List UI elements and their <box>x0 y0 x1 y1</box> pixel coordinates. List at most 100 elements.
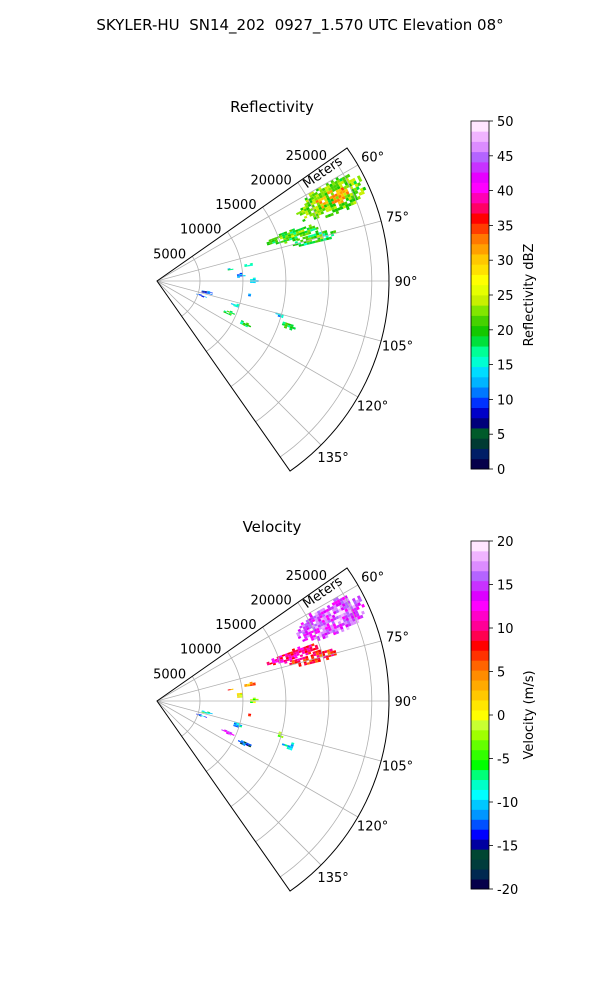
echo-cell <box>232 312 235 315</box>
echo-cell <box>201 290 205 292</box>
echo-cell <box>344 181 349 186</box>
echo-cell <box>303 646 307 650</box>
echo-cell <box>331 614 336 619</box>
echo-cell <box>242 742 246 745</box>
echo-cell <box>204 296 208 298</box>
echo-cell <box>299 654 304 658</box>
echo-cell <box>236 723 240 726</box>
echo-cell <box>332 650 337 654</box>
echo-cell <box>324 650 328 654</box>
echo-cell <box>248 324 252 328</box>
echo-cell <box>324 206 329 211</box>
colorbar-segment <box>471 131 489 142</box>
echo-cell <box>331 200 336 205</box>
echo-cell <box>247 684 251 687</box>
echo-cell <box>353 607 358 612</box>
echo-cell <box>255 698 259 701</box>
echo-cell <box>345 604 350 609</box>
echo-cell <box>301 243 305 247</box>
echo-cell <box>336 185 341 190</box>
colorbar-segment <box>471 650 489 661</box>
echo-cell <box>284 241 288 244</box>
colorbar-segment <box>471 739 489 751</box>
echo-cell <box>309 207 314 212</box>
echo-cell <box>221 729 225 732</box>
echo-cell <box>244 685 248 687</box>
echo-cell <box>334 613 338 617</box>
echo-cell <box>305 204 309 209</box>
echo-cell <box>330 626 335 631</box>
sector-frame <box>156 567 390 892</box>
echo-cell <box>347 607 351 611</box>
echo-cell <box>331 194 336 199</box>
angle-tick-labels: 60° 75° 90° 105° 120° 135° <box>317 151 417 467</box>
colorbar-tick-label: 40 <box>497 185 514 200</box>
echo-cell <box>342 205 347 209</box>
echo-cell <box>291 228 296 232</box>
echo-cell <box>313 653 317 657</box>
echo-cell <box>294 656 298 659</box>
colorbar-segment <box>471 869 489 880</box>
echo-cell <box>314 611 318 616</box>
echo-cell <box>250 279 253 281</box>
echo-cell <box>248 744 252 748</box>
colorbar-segment <box>471 325 489 337</box>
echo-cell <box>325 614 330 619</box>
echo-cell <box>301 629 305 633</box>
echo-cell <box>346 173 351 178</box>
echo-cell <box>285 322 289 325</box>
echo-cell <box>204 712 208 714</box>
echo-cell <box>295 651 300 655</box>
echo-cell <box>329 189 333 194</box>
echo-cell <box>305 652 309 656</box>
echo-cell <box>284 653 288 656</box>
echo-cell <box>319 614 323 619</box>
echo-cell <box>239 724 243 727</box>
echo-cell <box>252 698 256 701</box>
echo-cell <box>332 197 337 201</box>
echo-cell <box>282 235 286 239</box>
echo-cell <box>335 603 340 607</box>
echo-cell <box>315 660 319 663</box>
echo-cell <box>266 243 271 246</box>
echo-cell <box>330 605 335 610</box>
echo-cell <box>311 656 315 660</box>
echo-cell <box>299 232 303 236</box>
echo-cell <box>351 198 356 202</box>
echo-cell <box>252 278 256 281</box>
echo-cell <box>326 604 331 609</box>
echo-cell <box>353 620 357 625</box>
echo-cell <box>237 275 240 277</box>
echo-cell <box>318 634 323 638</box>
echo-cell <box>308 644 312 648</box>
echo-cell <box>244 265 248 267</box>
echo-cell <box>287 652 291 655</box>
echo-cell <box>322 627 326 632</box>
echo-cell <box>310 635 314 639</box>
echo-cell <box>304 650 308 654</box>
echo-cell <box>312 651 316 655</box>
echo-cell <box>242 322 246 325</box>
echo-cell <box>313 235 318 239</box>
angle-tick-label: 60° <box>361 571 384 586</box>
echo-cell <box>294 241 298 244</box>
echo-cell <box>310 616 315 621</box>
echo-cell <box>291 648 296 652</box>
echo-cell <box>362 186 367 191</box>
colorbar-segment <box>471 376 489 388</box>
polar-grid <box>156 567 390 892</box>
colorbar-segment <box>471 284 489 296</box>
echo-cell <box>317 198 322 202</box>
colorbar-segment <box>471 670 489 681</box>
echo-cell <box>228 733 232 736</box>
echo-cell <box>315 207 320 212</box>
angle-tick-label: 105° <box>382 759 413 774</box>
echo-cell <box>357 182 362 187</box>
radial-tick-label: 15000 <box>215 618 256 633</box>
echo-cell <box>337 181 342 186</box>
echo-cell <box>304 622 308 627</box>
echo-cell <box>239 274 243 276</box>
colorbar-segment <box>471 202 489 214</box>
echo-cell <box>313 623 318 627</box>
echo-cell <box>302 206 307 210</box>
